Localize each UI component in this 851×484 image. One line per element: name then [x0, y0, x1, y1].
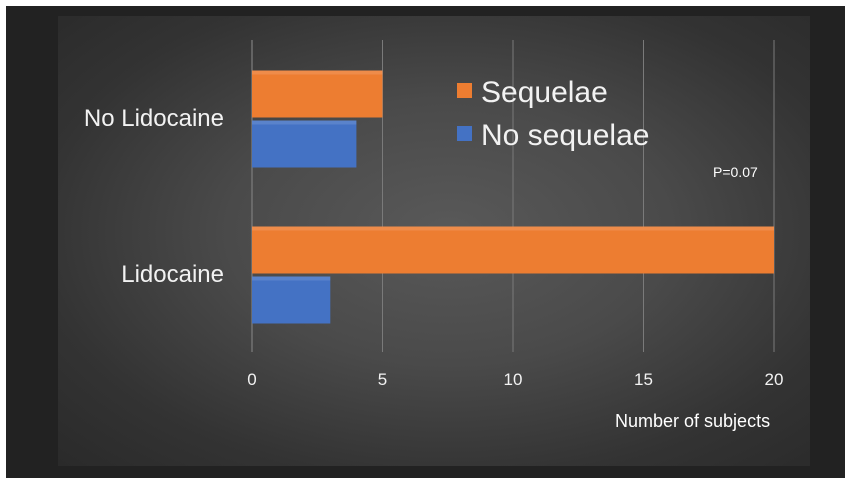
bar-highlight	[252, 70, 383, 75]
x-tick-label-10: 10	[504, 370, 523, 389]
legend-swatch-sequelae	[457, 83, 472, 98]
bar-lidocaine-sequelae	[252, 226, 774, 274]
bar-highlight	[252, 226, 774, 231]
bars	[252, 70, 774, 324]
bar-no-lidocaine-no-sequelae	[252, 120, 357, 168]
legend-label-no-sequelae: No sequelae	[481, 119, 649, 152]
p-value-annotation: P=0.07	[713, 164, 758, 180]
x-axis-ticks: 0 5 10 15 20	[247, 370, 783, 389]
x-tick-label-20: 20	[765, 370, 784, 389]
category-label-no-lidocaine: No Lidocaine	[84, 105, 224, 132]
bar-highlight	[252, 120, 357, 125]
bar-no-lidocaine-sequelae	[252, 70, 383, 118]
x-tick-label-5: 5	[378, 370, 387, 389]
y-axis-categories: No Lidocaine Lidocaine	[84, 105, 224, 288]
legend-label-sequelae: Sequelae	[481, 76, 608, 109]
legend: Sequelae No sequelae	[457, 76, 649, 152]
x-axis-label: Number of subjects	[615, 411, 770, 431]
legend-swatch-no-sequelae	[457, 126, 472, 141]
x-tick-label-0: 0	[247, 370, 256, 389]
x-tick-label-15: 15	[634, 370, 653, 389]
bar-lidocaine-no-sequelae	[252, 276, 331, 324]
bar-highlight	[252, 276, 331, 281]
category-label-lidocaine: Lidocaine	[121, 261, 224, 288]
